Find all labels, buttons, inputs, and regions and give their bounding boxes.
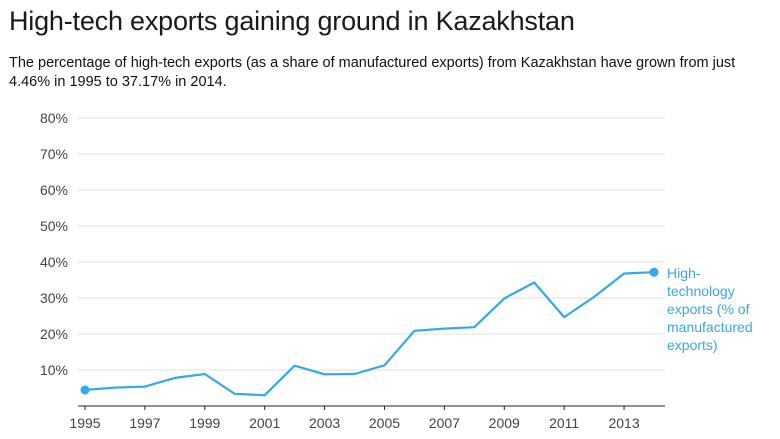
y-tick-label: 30% — [40, 290, 68, 306]
series-label-line: manufactured — [667, 319, 753, 335]
series-label-line: exports) — [667, 337, 718, 353]
series-label: High-technology exports (% of manufactured… — [667, 265, 753, 353]
y-axis-ticks: 10% 20% 30% 40% 50% 60% 70% 80% — [40, 110, 68, 378]
y-tick-label: 70% — [40, 146, 68, 162]
data-point-2014 — [649, 267, 659, 277]
y-tick-label: 10% — [40, 362, 68, 378]
x-tick-label: 1997 — [129, 415, 160, 431]
chart-title: High-tech exports gaining ground in Kaza… — [9, 6, 575, 36]
y-tick-label: 40% — [40, 254, 68, 270]
y-tick-label: 50% — [40, 218, 68, 234]
x-axis-ticks: 1995 1997 1999 2001 2003 2005 2007 2009 2011 2013 — [69, 406, 640, 431]
x-tick-label: 1999 — [189, 415, 220, 431]
series-label-line: High- — [667, 265, 701, 281]
x-tick-label: 2013 — [608, 415, 639, 431]
x-tick-label: 2011 — [549, 415, 579, 431]
series-label-line: technology — [667, 283, 735, 299]
x-tick-label: 2007 — [429, 415, 460, 431]
y-tick-label: 20% — [40, 326, 68, 342]
series-layer — [80, 267, 659, 397]
x-tick-label: 2009 — [489, 415, 520, 431]
gridlines — [78, 117, 665, 371]
y-tick-label: 80% — [40, 110, 68, 126]
y-tick-label: 60% — [40, 182, 68, 198]
x-tick-label: 1995 — [69, 415, 100, 431]
chart-subtitle: The percentage of high-tech exports (as … — [9, 55, 736, 90]
x-tick-label: 2003 — [309, 415, 340, 431]
data-point-1995 — [80, 385, 90, 395]
x-tick-label: 2005 — [369, 415, 400, 431]
x-tick-label: 2001 — [249, 415, 280, 431]
series-label-line: exports (% of — [667, 301, 750, 317]
series-line — [84, 271, 655, 397]
